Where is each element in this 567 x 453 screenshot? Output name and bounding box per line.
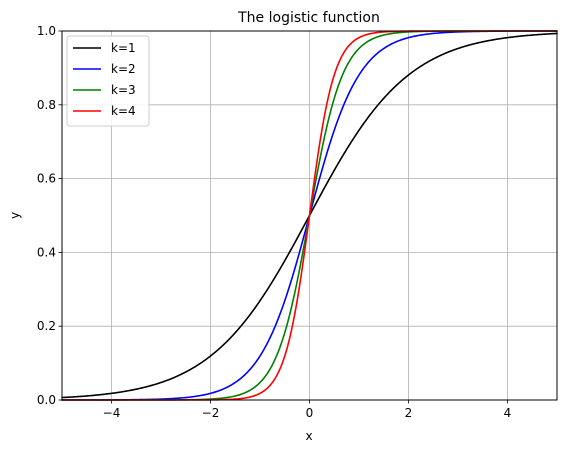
y-tick-label: 0.8 — [37, 98, 56, 112]
x-tick-label: −4 — [103, 406, 121, 420]
chart-title: The logistic function — [237, 10, 380, 26]
x-tick-label: 0 — [306, 406, 314, 420]
y-tick-label: 0.0 — [37, 393, 56, 407]
legend-label: k=3 — [111, 83, 136, 97]
y-tick-label: 0.4 — [37, 245, 56, 259]
x-tick-label: 4 — [504, 406, 512, 420]
legend: k=1 k=2 k=3 k=4 — [66, 35, 150, 127]
y-tick-label: 0.2 — [37, 319, 56, 333]
y-axis-label: y — [8, 212, 22, 219]
x-axis-label: x — [305, 429, 312, 443]
y-axis-ticks: 0.0 0.2 0.4 0.6 0.8 1.0 — [37, 24, 62, 407]
legend-box — [66, 35, 150, 127]
x-axis-ticks: −4 −2 0 2 4 — [103, 400, 512, 420]
y-tick-label: 1.0 — [37, 24, 56, 38]
legend-label: k=1 — [111, 41, 136, 55]
x-tick-label: −2 — [202, 406, 220, 420]
y-tick-label: 0.6 — [37, 172, 56, 186]
legend-label: k=4 — [111, 104, 136, 118]
legend-label: k=2 — [111, 62, 136, 76]
x-tick-label: 2 — [405, 406, 413, 420]
